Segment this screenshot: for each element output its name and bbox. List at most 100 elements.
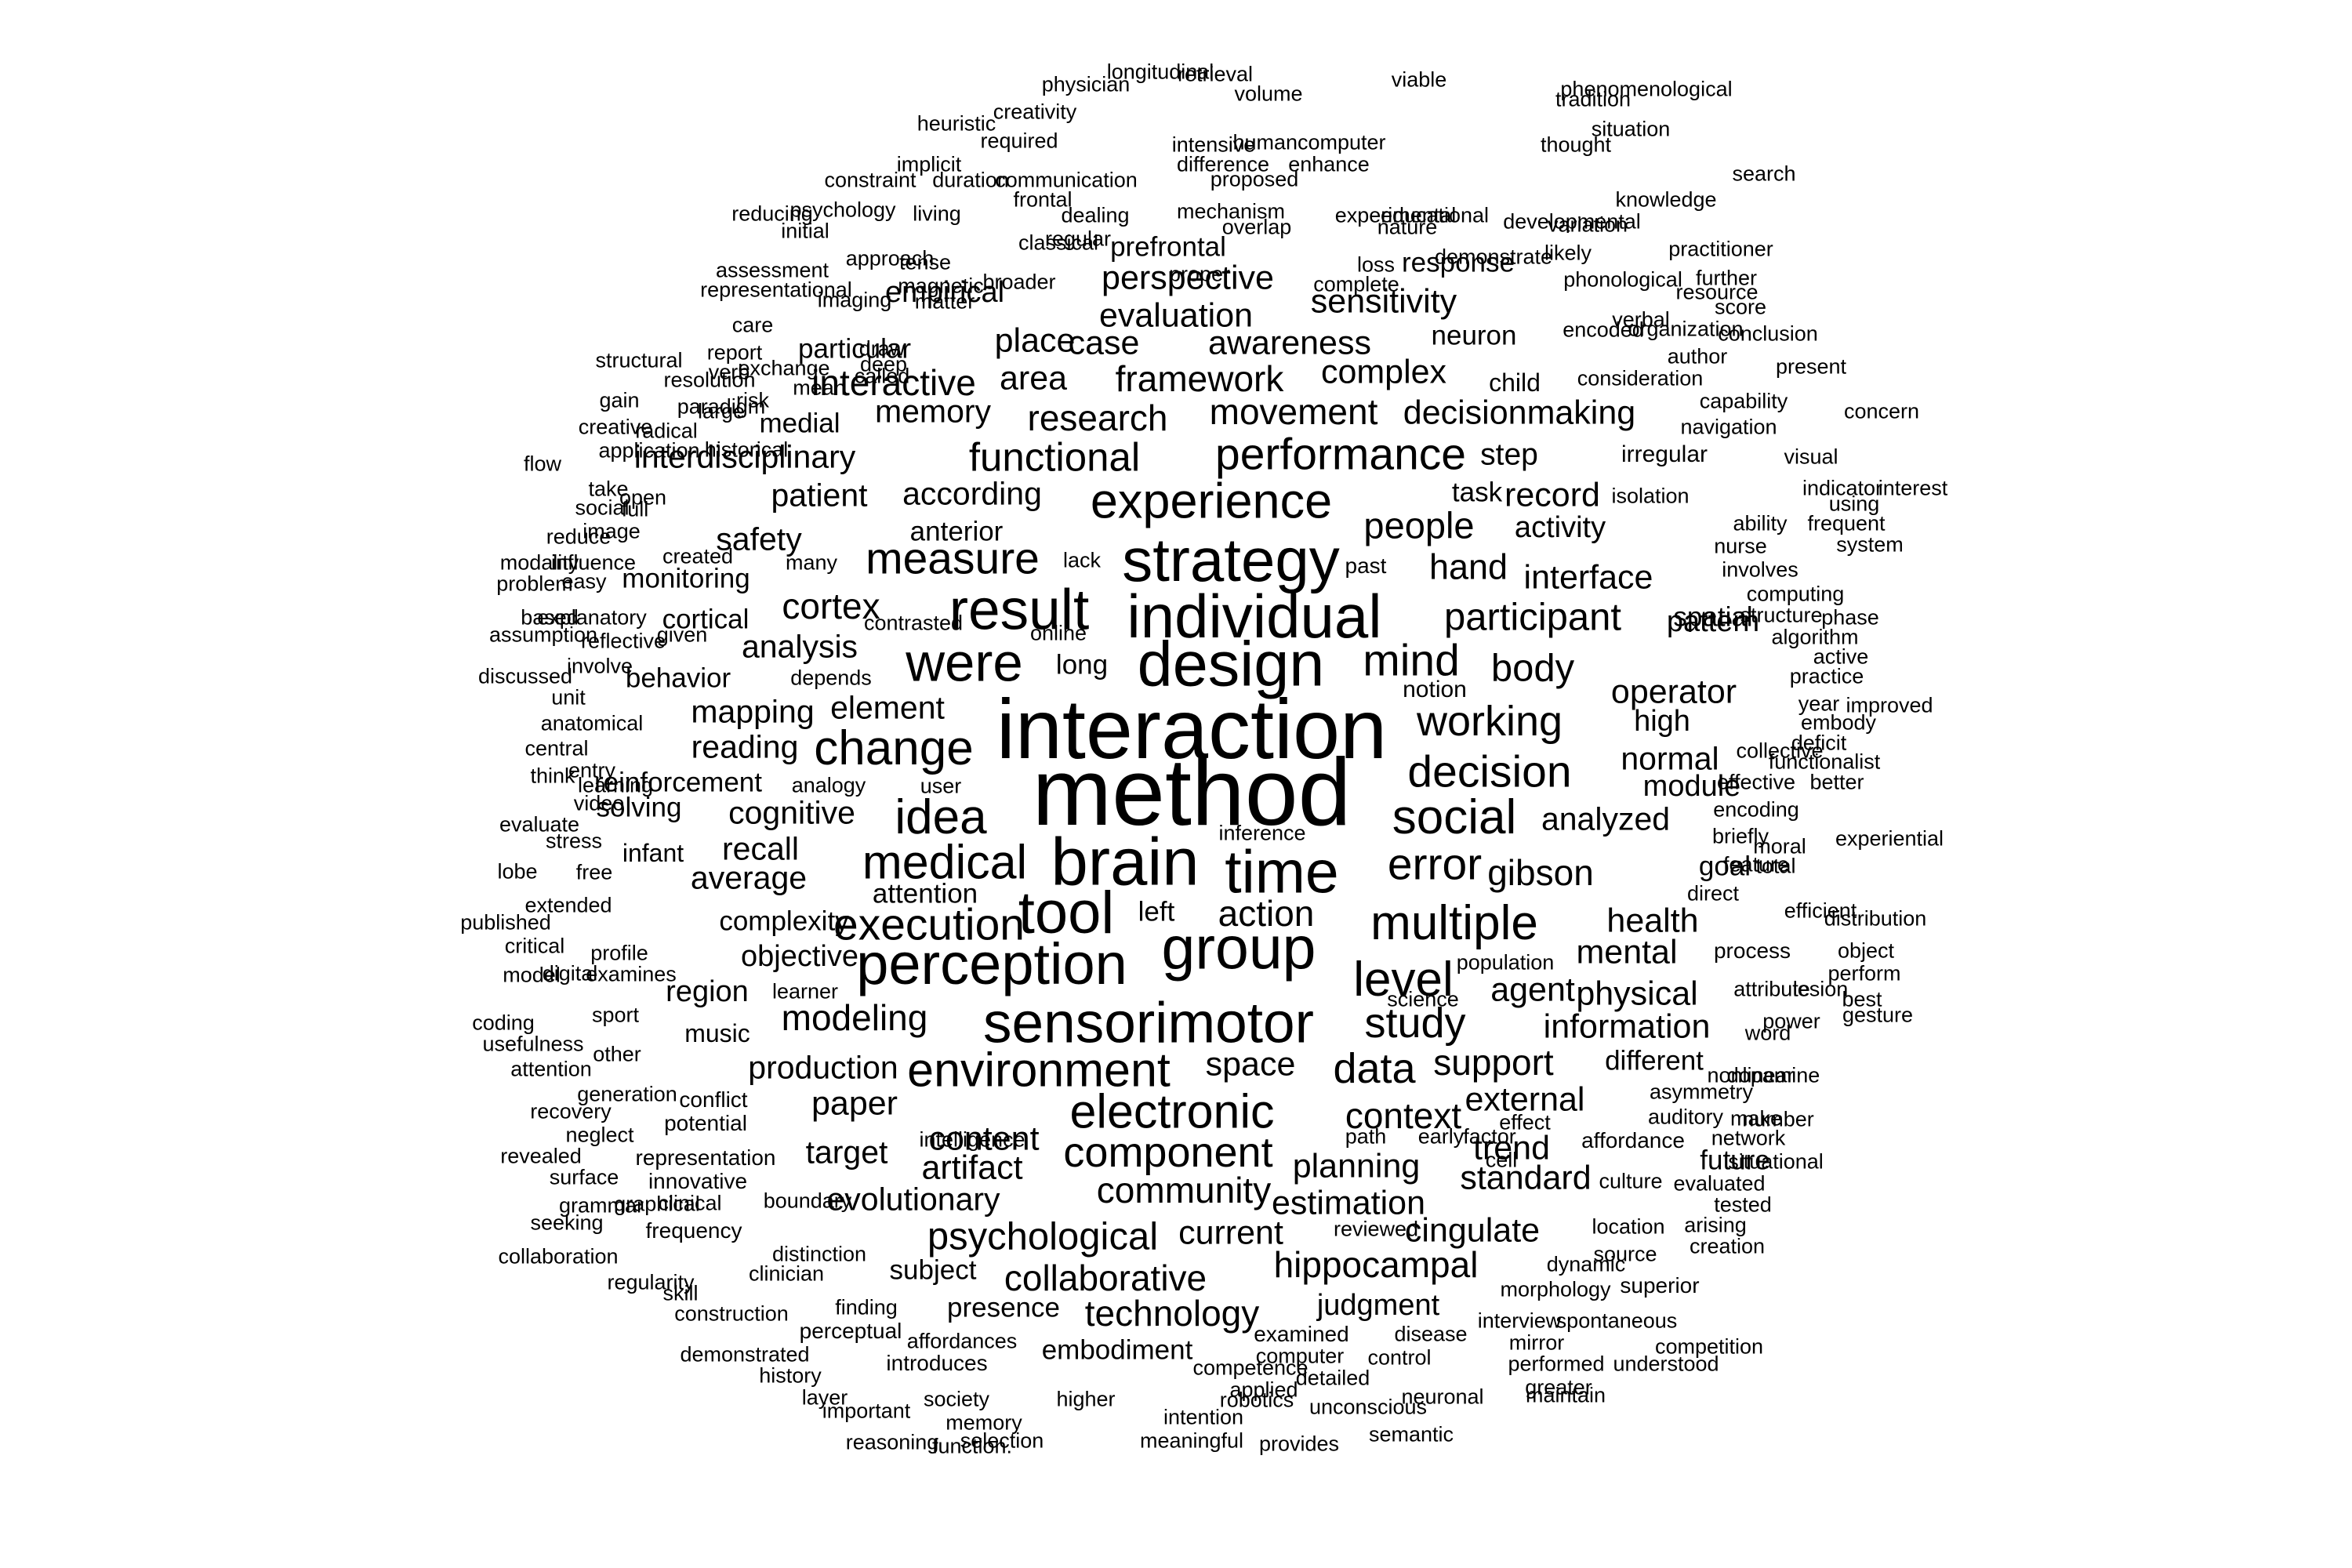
cloud-word: explanatory xyxy=(537,605,647,630)
cloud-word: examined xyxy=(1254,1322,1349,1346)
cloud-word: measure xyxy=(866,533,1040,584)
cloud-word: intention xyxy=(1163,1405,1244,1429)
cloud-word: content xyxy=(928,1120,1040,1158)
cloud-word: behavior xyxy=(625,662,731,694)
cloud-word: sport xyxy=(591,1003,640,1027)
cloud-word: record xyxy=(1504,476,1600,514)
cloud-word: paradigm xyxy=(677,394,766,419)
cloud-word: verb xyxy=(708,360,750,384)
cloud-word: auditory xyxy=(1647,1105,1724,1129)
cloud-word: meaningful xyxy=(1139,1428,1244,1453)
cloud-word: stress xyxy=(545,829,603,853)
cloud-word: interactive xyxy=(811,362,976,403)
cloud-word: deep xyxy=(859,352,908,376)
cloud-word: evaluation xyxy=(1098,296,1254,335)
cloud-word: moral xyxy=(1753,834,1806,858)
cloud-word: easy xyxy=(561,569,607,593)
cloud-word: critical xyxy=(504,934,565,958)
cloud-word: number xyxy=(1742,1107,1814,1131)
cloud-word: entry xyxy=(568,758,616,782)
cloud-word: mental xyxy=(1576,933,1678,971)
cloud-word: other xyxy=(593,1042,641,1066)
cloud-word: seeking xyxy=(530,1210,604,1235)
cloud-word: mirror xyxy=(1508,1330,1565,1355)
cloud-word: standard xyxy=(1460,1159,1592,1197)
cloud-word: living xyxy=(913,201,961,226)
cloud-word: region xyxy=(666,975,749,1008)
cloud-word: mechanism xyxy=(1176,199,1286,223)
cloud-word: understood xyxy=(1613,1352,1719,1376)
cloud-word: gibson xyxy=(1487,852,1594,893)
cloud-word: external xyxy=(1465,1080,1585,1119)
cloud-word: reviewed xyxy=(1333,1217,1419,1241)
cloud-word: online xyxy=(1029,621,1087,645)
cloud-word: perform xyxy=(1828,961,1901,985)
cloud-word: longitudinal xyxy=(1106,60,1214,84)
cloud-word: working xyxy=(1416,698,1563,745)
cloud-word: framework xyxy=(1115,358,1284,399)
cloud-word: resource xyxy=(1675,280,1759,304)
cloud-word: provides xyxy=(1258,1432,1340,1456)
cloud-word: target xyxy=(805,1134,888,1171)
cloud-word: demonstrate xyxy=(1434,245,1553,269)
cloud-word: creation xyxy=(1689,1234,1766,1258)
cloud-word: social xyxy=(575,495,630,520)
cloud-word: objective xyxy=(741,940,858,973)
cloud-word: grammar xyxy=(558,1193,644,1218)
cloud-word: hand xyxy=(1428,546,1508,587)
cloud-word: brain xyxy=(1051,825,1200,900)
cloud-word: nonlinear xyxy=(1707,1063,1795,1087)
cloud-word: modeling xyxy=(781,997,928,1038)
cloud-word: intelligence xyxy=(919,1127,1025,1152)
cloud-word: exchange xyxy=(738,356,830,380)
cloud-word: competition xyxy=(1654,1334,1764,1359)
cloud-word: created xyxy=(662,544,734,568)
cloud-word: culture xyxy=(1599,1169,1663,1193)
cloud-word: examines xyxy=(586,962,677,986)
cloud-word: nature xyxy=(1377,215,1438,239)
cloud-word: contrasted xyxy=(863,611,964,635)
cloud-word: affordance xyxy=(1581,1128,1685,1152)
cloud-word: psychological xyxy=(927,1215,1159,1258)
cloud-word: make xyxy=(1730,1106,1783,1131)
cloud-word: dynamic xyxy=(1546,1252,1626,1276)
cloud-word: execution xyxy=(833,899,1025,950)
cloud-word: active xyxy=(1813,644,1869,669)
cloud-word: author xyxy=(1667,344,1728,368)
cloud-word: word xyxy=(1744,1021,1791,1045)
cloud-word: neglect xyxy=(565,1123,634,1147)
cloud-word: lobe xyxy=(497,859,538,884)
cloud-word: tool xyxy=(1018,880,1115,946)
cloud-word: technology xyxy=(1084,1293,1260,1334)
cloud-word: clinical xyxy=(658,1191,722,1215)
cloud-word: evaluate xyxy=(499,812,580,837)
cloud-word: viable xyxy=(1391,67,1447,92)
cloud-word: assumption xyxy=(488,622,598,647)
cloud-word: recovery xyxy=(530,1099,612,1123)
cloud-word: cortex xyxy=(782,586,880,626)
cloud-word: medial xyxy=(759,408,840,439)
cloud-word: broader xyxy=(982,270,1056,294)
cloud-word: demonstrated xyxy=(680,1342,810,1367)
cloud-word: spatial xyxy=(1673,601,1753,633)
cloud-word: published xyxy=(460,910,551,935)
cloud-word: individual xyxy=(1127,582,1382,651)
cloud-word: regular xyxy=(1044,227,1112,251)
cloud-word: revealed xyxy=(500,1144,582,1168)
cloud-word: memory xyxy=(874,393,992,430)
cloud-word: reinforcement xyxy=(594,767,762,798)
cloud-word: phenomenological xyxy=(1560,77,1733,101)
cloud-word: constraint xyxy=(824,168,916,192)
cloud-word: interaction xyxy=(996,681,1388,776)
cloud-word: direct xyxy=(1686,881,1740,906)
cloud-word: frontal xyxy=(1013,187,1073,212)
cloud-word: deficit xyxy=(1791,731,1847,755)
cloud-word: process xyxy=(1713,938,1791,963)
cloud-word: model xyxy=(503,963,561,987)
cloud-word: layer xyxy=(801,1385,848,1410)
cloud-word: better xyxy=(1809,770,1864,794)
cloud-word: paper xyxy=(811,1084,898,1123)
cloud-word: involve xyxy=(566,654,633,678)
cloud-word: loss xyxy=(1356,252,1396,277)
cloud-word: music xyxy=(684,1019,750,1047)
